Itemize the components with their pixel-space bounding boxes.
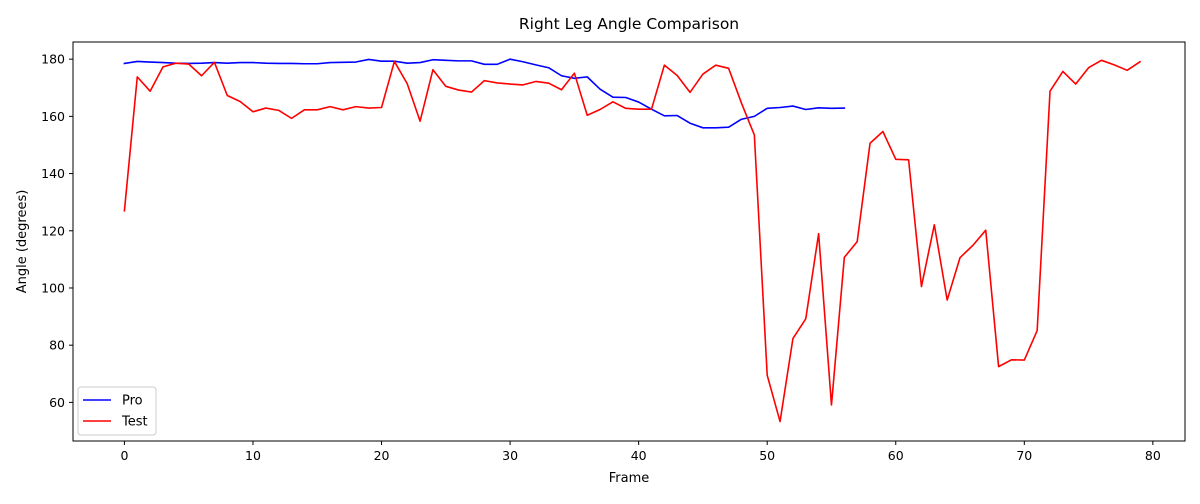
y-axis-label: Angle (degrees) [15, 190, 30, 294]
y-tick-label: 180 [41, 52, 65, 67]
x-tick-label: 0 [120, 448, 128, 463]
x-axis-label: Frame [609, 471, 650, 486]
legend: Pro Test [77, 386, 157, 436]
x-tick-label: 20 [374, 448, 390, 463]
series-line-pro [123, 58, 846, 129]
chart-title: Right Leg Angle Comparison [519, 15, 739, 33]
y-tick-label: 80 [49, 338, 65, 353]
plot-area-frame [72, 41, 1186, 442]
y-tick-label: 100 [41, 280, 65, 295]
x-tick-label: 40 [631, 448, 647, 463]
x-tick-label: 50 [759, 448, 775, 463]
legend-label-pro: Pro [122, 394, 143, 409]
y-tick-label: 160 [41, 109, 65, 124]
y-tick-label: 60 [49, 395, 65, 410]
series-layer [123, 58, 1142, 423]
x-tick-label: 30 [502, 448, 518, 463]
legend-label-test: Test [121, 415, 148, 430]
x-tick-label: 70 [1016, 448, 1032, 463]
y-tick-label: 120 [41, 223, 65, 238]
legend-box [77, 386, 157, 436]
y-axis-ticks: 60 80 100 120 140 160 180 [41, 52, 73, 410]
x-tick-label: 60 [888, 448, 904, 463]
x-axis-ticks: 0 10 20 30 40 50 60 70 80 [120, 441, 1161, 463]
series-line-test [123, 59, 1142, 423]
x-tick-label: 80 [1145, 448, 1161, 463]
y-tick-label: 140 [41, 166, 65, 181]
x-tick-label: 10 [245, 448, 261, 463]
